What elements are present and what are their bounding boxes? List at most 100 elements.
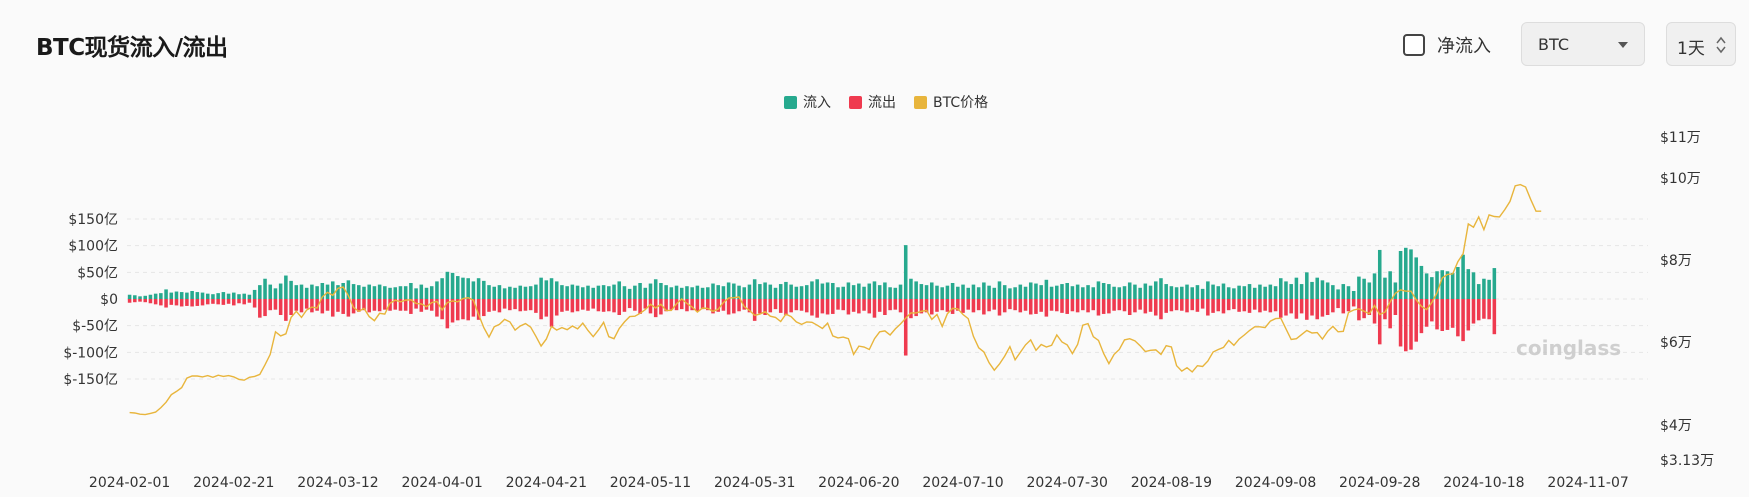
outflow-bar [1284, 299, 1288, 316]
outflow-bar [570, 299, 575, 313]
inflow-bar [711, 283, 715, 299]
inflow-bar [1263, 286, 1267, 299]
outflow-bar [1372, 299, 1377, 324]
net-flow-checkbox[interactable] [1403, 34, 1425, 56]
outflow-bar [664, 299, 668, 312]
outflow-bar [1268, 299, 1273, 313]
outflow-bar [216, 299, 220, 305]
outflow-bar [742, 299, 747, 310]
outflow-bar [633, 299, 637, 311]
outflow-bar [581, 299, 585, 310]
inflow-bar [1044, 279, 1049, 299]
net-flow-label: 净流入 [1437, 36, 1491, 57]
inflow-bar [1409, 249, 1413, 299]
inflow-bar [633, 285, 637, 299]
outflow-bar [1466, 299, 1471, 331]
outflow-bar [992, 299, 997, 310]
outflow-bar [648, 299, 653, 314]
outflow-bar [336, 299, 340, 312]
outflow-bar [1159, 299, 1163, 320]
inflow-bar [169, 292, 174, 299]
inflow-bar [294, 285, 299, 299]
inflow-bar [1430, 277, 1434, 299]
outflow-bar [1195, 299, 1200, 312]
outflow-bar [898, 299, 903, 313]
outflow-bar [268, 299, 273, 311]
x-tick-label: 2024-02-01 [89, 475, 170, 491]
inflow-bar [653, 279, 658, 299]
outflow-bar [419, 299, 424, 312]
inflow-bar [945, 285, 950, 299]
inflow-bar [388, 287, 392, 299]
outflow-bar [627, 299, 632, 309]
outflow-bar [1101, 299, 1106, 314]
inflow-bar [1305, 272, 1309, 299]
inflow-bar [1315, 277, 1320, 299]
outflow-bar [914, 299, 918, 317]
outflow-bar [1445, 299, 1450, 330]
outflow-bar [153, 299, 158, 305]
outflow-bar [476, 299, 481, 320]
outflow-bar [1002, 299, 1007, 313]
outflow-bar [659, 299, 663, 315]
outflow-bar [956, 299, 960, 311]
outflow-bar [945, 299, 950, 312]
y-right-tick: $10万 [1660, 171, 1701, 187]
outflow-bar [252, 299, 257, 308]
inflow-bar [721, 286, 726, 299]
inflow-bar [127, 294, 132, 299]
asset-select[interactable]: BTC [1521, 22, 1645, 66]
inflow-bar [1346, 286, 1351, 299]
x-tick-label: 2024-05-11 [610, 475, 691, 491]
outflow-bar [1049, 299, 1054, 311]
outflow-bar [638, 299, 642, 314]
x-tick-label: 2024-06-20 [818, 475, 899, 491]
interval-select[interactable]: 1天 [1666, 22, 1736, 66]
inflow-bar [1487, 279, 1491, 299]
inflow-bar [1049, 286, 1054, 299]
inflow-bar [1466, 269, 1471, 299]
price-line [129, 183, 1542, 416]
legend-item-price[interactable]: BTC价格 [914, 92, 988, 112]
outflow-bar [185, 299, 189, 306]
inflow-bar [1299, 284, 1304, 299]
outflow-bar [211, 299, 215, 304]
inflow-bar [867, 283, 872, 299]
inflow-bar [1008, 288, 1012, 299]
outflow-bar [695, 299, 700, 312]
inflow-bar [289, 280, 293, 299]
outflow-bar [1273, 299, 1278, 312]
outflow-bar [1336, 299, 1340, 309]
inflow-bar [565, 286, 569, 299]
inflow-bar [581, 287, 585, 299]
net-flow-toggle[interactable]: 净流入 [1403, 32, 1491, 58]
inflow-bar [1138, 287, 1142, 299]
outflow-bar [1226, 299, 1231, 311]
outflow-bar [737, 299, 741, 312]
outflow-bar [1325, 299, 1330, 315]
outflow-bar [294, 299, 299, 311]
inflow-bar [278, 283, 283, 299]
x-tick-label: 2024-04-21 [506, 475, 587, 491]
outflow-bar [528, 299, 533, 311]
inflow-bar [471, 281, 476, 299]
inflow-bar [622, 286, 627, 299]
outflow-bar [607, 299, 611, 312]
outflow-bar [357, 299, 361, 312]
outflow-bar [716, 299, 720, 312]
inflow-bar [575, 285, 580, 299]
outflow-bar [341, 299, 345, 314]
y-left-tick: $-100亿 [63, 345, 118, 361]
inflow-bar [1357, 276, 1361, 299]
outflow-bar [982, 299, 986, 315]
inflow-bar [383, 286, 387, 299]
outflow-bar [127, 299, 132, 303]
legend-item-inflow[interactable]: 流入 [784, 92, 831, 112]
outflow-bar [1409, 299, 1413, 350]
legend-item-outflow[interactable]: 流出 [849, 92, 896, 112]
inflow-bar [1216, 286, 1221, 299]
outflow-bar [377, 299, 382, 312]
inflow-bar [1414, 257, 1418, 299]
inflow-bar [1242, 286, 1247, 299]
outflow-bar [612, 299, 616, 313]
